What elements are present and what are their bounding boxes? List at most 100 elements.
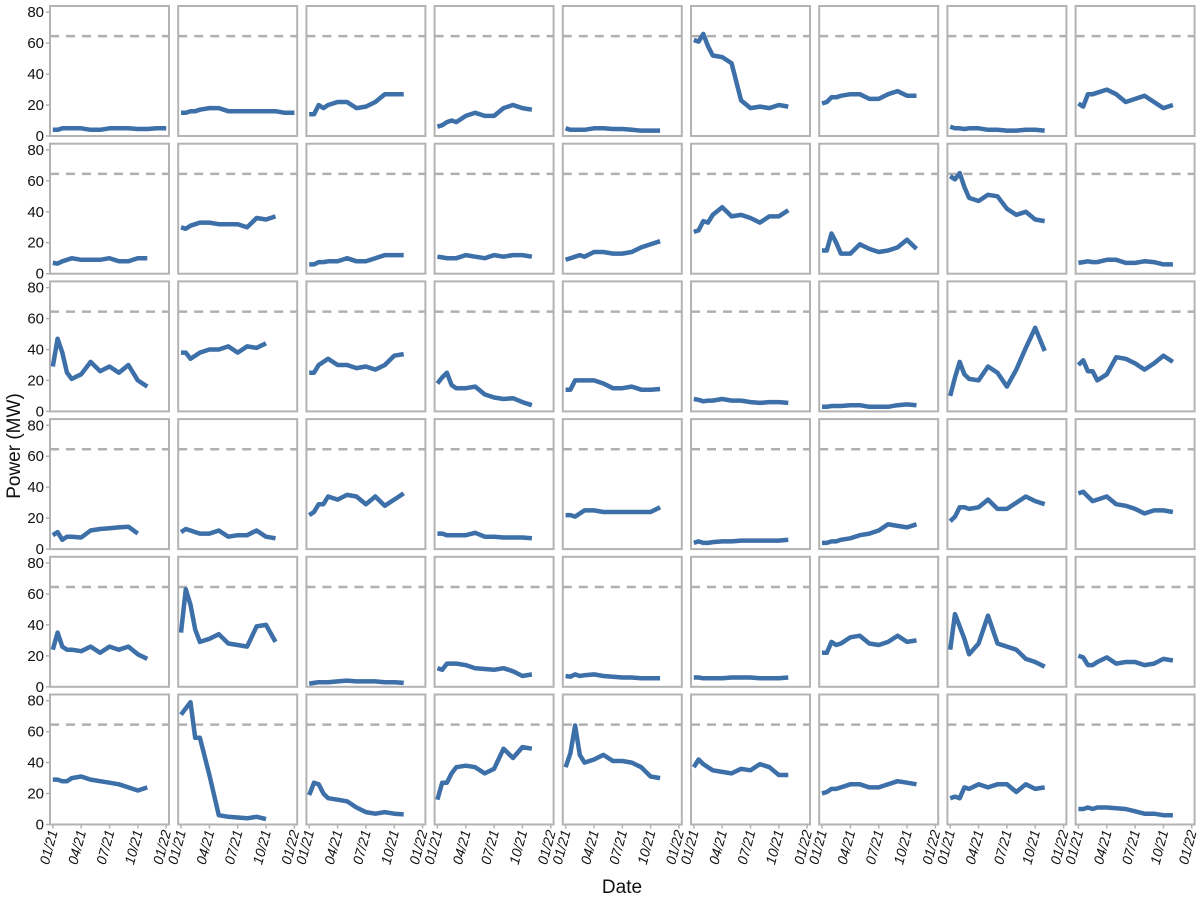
panel-frame: [49, 142, 170, 275]
y-tick-label: 60: [27, 311, 44, 328]
facet-panel: [818, 693, 940, 826]
series-line: [309, 351, 405, 375]
facet-panel: [49, 142, 170, 275]
y-tick-label: 0: [36, 541, 44, 558]
facet-panel: [433, 280, 555, 413]
y-tick-label: 40: [27, 755, 44, 772]
facet-panel: [49, 418, 170, 551]
series-line: [693, 396, 789, 406]
panel-frame: [1074, 418, 1196, 551]
facet-panel: [305, 142, 427, 275]
x-tick-label: 07/21: [734, 828, 759, 866]
facet-panel: [946, 555, 1068, 688]
y-tick-label: 20: [27, 235, 44, 252]
y-tick-label: 60: [27, 724, 44, 741]
panel-frame: [561, 418, 683, 551]
facet-panel: [305, 280, 427, 413]
series-line: [307, 780, 404, 817]
series-line: [309, 252, 404, 267]
facet-panel: [561, 693, 683, 826]
panel-frame: [561, 5, 683, 137]
series-line: [822, 633, 917, 656]
series-line: [948, 494, 1046, 523]
panel-frame: [177, 418, 299, 551]
series-line: [565, 505, 662, 519]
facet-panel: [690, 418, 811, 551]
series-line: [1078, 805, 1173, 818]
x-tick-label: 07/21: [349, 828, 374, 866]
facet-panel: [305, 555, 427, 688]
panel-frame: [690, 142, 811, 275]
series-line: [947, 611, 1046, 669]
panel-frame: [946, 555, 1068, 688]
series-line: [691, 757, 789, 778]
x-tick-label: 10/21: [890, 828, 915, 866]
panel-frame: [49, 5, 170, 137]
facet-panel: [561, 142, 683, 275]
y-tick-label: 0: [36, 403, 44, 420]
y-tick-label: 0: [36, 266, 44, 283]
y-tick-label: 20: [27, 648, 44, 665]
panel-frame: [305, 555, 427, 688]
panel-frame: [690, 5, 811, 137]
facet-panel: [433, 5, 555, 137]
panel-frame: [433, 142, 555, 275]
panel-frame: [946, 693, 1068, 826]
panel-grid: [49, 5, 1196, 826]
facet-panel: [49, 280, 170, 413]
panel-frame: [690, 418, 811, 551]
x-tick-label: 01/21: [36, 828, 61, 866]
panel-frame: [1074, 142, 1196, 275]
panel-frame: [690, 280, 811, 413]
series-line: [437, 530, 533, 541]
facet-panel: [818, 418, 940, 551]
y-axis-ticks: 0204060800204060800204060800204060800204…: [27, 4, 50, 834]
series-line: [948, 170, 1046, 224]
x-tick-label: 07/21: [1118, 828, 1143, 866]
y-tick-label: 40: [27, 204, 44, 221]
y-tick-label: 40: [27, 341, 44, 358]
series-line: [180, 214, 277, 232]
facet-panel: [433, 555, 555, 688]
facet-panel: [690, 142, 811, 275]
facet-panel: [818, 142, 940, 275]
facet-panel: [49, 555, 170, 688]
x-tick-label: 07/21: [990, 828, 1015, 866]
series-line: [52, 255, 148, 266]
panel-frame: [305, 280, 427, 413]
y-tick-label: 80: [27, 555, 44, 572]
series-line: [949, 782, 1046, 801]
series-line: [822, 231, 919, 256]
series-line: [308, 678, 404, 686]
x-tick-label: 04/21: [321, 828, 346, 866]
x-tick-label: 07/21: [606, 828, 631, 866]
x-tick-label: 10/21: [634, 828, 659, 866]
series-line: [821, 88, 917, 106]
x-tick-label: 04/21: [65, 828, 90, 866]
panel-frame: [433, 418, 555, 551]
series-line: [179, 699, 267, 822]
x-tick-label: 04/21: [193, 828, 218, 866]
x-tick-label: 07/21: [221, 828, 246, 866]
y-tick-label: 60: [27, 173, 44, 190]
facet-panel: [690, 693, 811, 826]
series-line: [437, 252, 533, 261]
x-tick-label: 04/21: [834, 828, 859, 866]
y-tick-label: 80: [27, 693, 44, 710]
x-tick-label: 01/22: [1175, 828, 1200, 866]
series-line: [693, 204, 790, 235]
series-line: [178, 587, 278, 649]
series-line: [564, 126, 661, 133]
facet-panel: [177, 142, 299, 275]
facet-panel: [946, 142, 1068, 275]
y-tick-label: 60: [27, 586, 44, 603]
facet-panel: [1074, 280, 1196, 413]
facet-panel: [561, 418, 683, 551]
panel-frame: [177, 280, 299, 413]
panel-frame: [946, 280, 1068, 413]
facet-panel: [1074, 555, 1196, 688]
panel-frame: [690, 555, 811, 688]
series-line: [693, 675, 789, 681]
panel-frame: [177, 5, 299, 137]
